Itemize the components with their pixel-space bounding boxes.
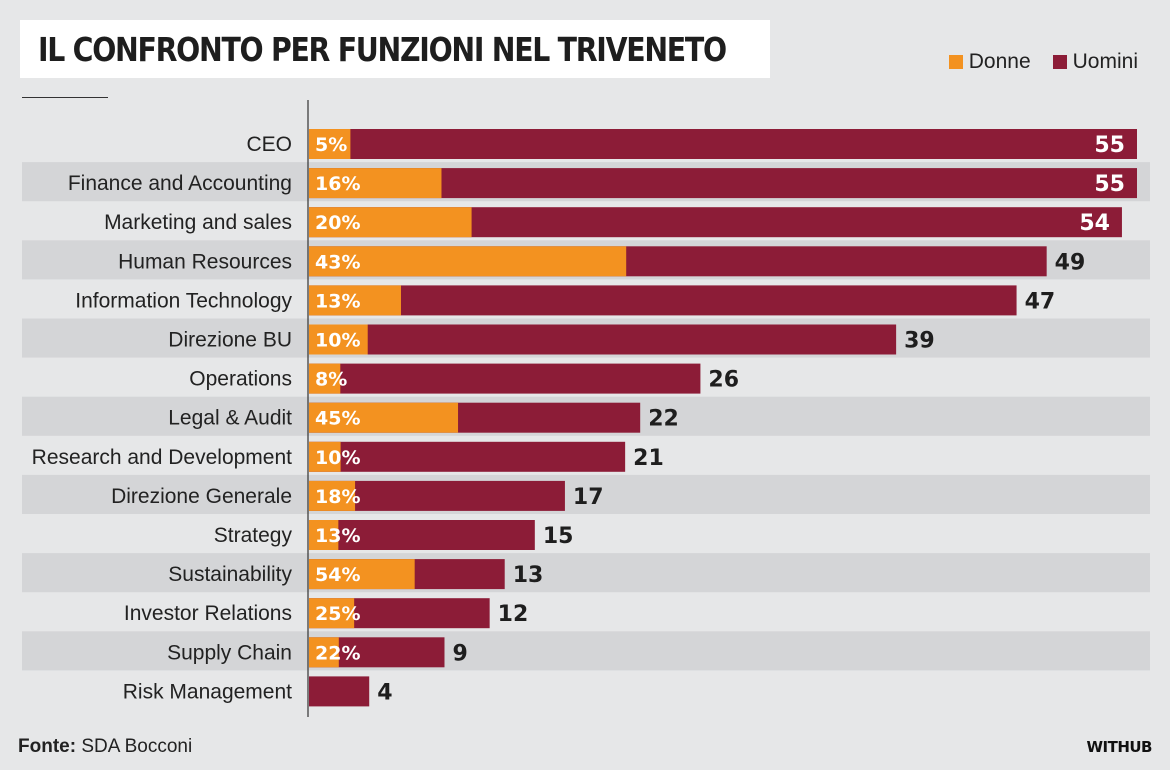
category-label: Operations — [189, 368, 292, 391]
category-label: Research and Development — [32, 446, 292, 469]
bar-donne — [309, 559, 415, 590]
category-label: Marketing and sales — [104, 211, 292, 234]
donne-percent-label: 43% — [315, 251, 360, 273]
total-value-label: 22 — [648, 407, 679, 432]
legend-item-uomini: Uomini — [1052, 50, 1138, 74]
bar-donne — [309, 598, 355, 629]
bar-donne — [309, 441, 341, 472]
total-value-label: 9 — [452, 641, 467, 666]
total-value-label: 54 — [1079, 211, 1110, 236]
row-shade — [22, 631, 1150, 671]
bar-donne — [309, 480, 356, 511]
legend: Donne Uomini — [927, 50, 1138, 74]
category-label: Risk Management — [123, 680, 292, 703]
category-label: Human Resources — [118, 250, 292, 273]
category-label: Finance and Accounting — [68, 172, 292, 195]
total-value-label: 26 — [708, 368, 739, 393]
bar-donne — [309, 168, 442, 199]
bar-donne — [309, 129, 351, 159]
bar-donne — [309, 402, 459, 433]
bar-uomini — [309, 363, 701, 394]
row-shade — [22, 553, 1150, 593]
brand-logo: WITHUB — [1086, 738, 1152, 756]
donne-percent-label: 16% — [315, 173, 360, 195]
category-label: CEO — [246, 133, 292, 156]
category-label: Information Technology — [75, 289, 292, 312]
source-note: Fonte: SDA Bocconi — [18, 736, 192, 758]
bar-donne — [309, 285, 401, 316]
total-value-label: 17 — [573, 485, 604, 510]
bar-donne — [309, 637, 339, 668]
bar-donne — [309, 207, 472, 238]
total-value-label: 55 — [1094, 172, 1125, 197]
total-value-label: 21 — [633, 446, 664, 471]
bar-donne — [309, 324, 368, 355]
donne-percent-label: 8% — [315, 369, 347, 391]
total-value-label: 13 — [513, 563, 544, 588]
source-value: SDA Bocconi — [81, 736, 193, 757]
donne-percent-label: 25% — [315, 603, 360, 625]
total-value-label: 39 — [904, 329, 935, 354]
bar-uomini — [309, 285, 1017, 316]
legend-swatch-uomini — [1052, 55, 1067, 69]
donne-percent-label: 10% — [315, 447, 360, 469]
donne-percent-label: 13% — [315, 525, 360, 547]
bar-uomini — [309, 441, 626, 472]
total-value-label: 47 — [1025, 289, 1056, 314]
bar-uomini — [309, 520, 535, 550]
bar-uomini — [309, 676, 370, 707]
bar-donne — [309, 520, 339, 550]
donne-percent-label: 5% — [315, 134, 347, 156]
bar-uomini — [309, 129, 1137, 159]
total-value-label: 49 — [1055, 250, 1086, 275]
bar-uomini — [309, 324, 897, 355]
donne-percent-label: 22% — [315, 642, 360, 664]
donne-percent-label: 45% — [315, 408, 360, 430]
chart-title: IL CONFRONTO PER FUNZIONI NEL TRIVENETO — [38, 30, 727, 69]
category-label: Legal & Audit — [168, 407, 292, 430]
donne-percent-label: 20% — [315, 212, 360, 234]
donne-percent-label: 54% — [315, 564, 360, 586]
source-label: Fonte: — [18, 736, 77, 757]
donne-percent-label: 18% — [315, 486, 360, 508]
total-value-label: 4 — [377, 680, 392, 705]
category-label: Investor Relations — [124, 602, 292, 625]
legend-label-uomini: Uomini — [1072, 50, 1138, 73]
donne-percent-label: 13% — [315, 290, 360, 312]
title-box: IL CONFRONTO PER FUNZIONI NEL TRIVENETO — [20, 20, 770, 78]
category-label: Sustainability — [168, 563, 292, 586]
legend-item-donne: Donne — [948, 50, 1031, 74]
total-value-label: 12 — [498, 602, 529, 627]
category-label: Direzione Generale — [111, 485, 292, 508]
bar-donne — [309, 363, 341, 394]
legend-label-donne: Donne — [968, 50, 1031, 73]
bar-uomini — [309, 168, 1137, 199]
title-underline — [22, 97, 108, 98]
category-label: Supply Chain — [167, 641, 292, 664]
donne-percent-label: 10% — [315, 330, 360, 352]
bar-donne — [309, 246, 627, 277]
row-shade — [22, 474, 1150, 514]
category-label: Strategy — [214, 524, 293, 547]
legend-swatch-donne — [948, 55, 963, 69]
total-value-label: 55 — [1094, 133, 1125, 158]
category-label: Direzione BU — [168, 329, 292, 352]
total-value-label: 15 — [543, 524, 574, 549]
